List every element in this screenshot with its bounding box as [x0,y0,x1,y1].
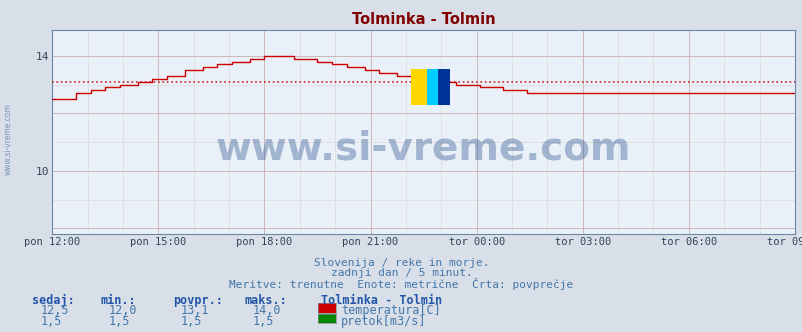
Text: Meritve: trenutne  Enote: metrične  Črta: povprečje: Meritve: trenutne Enote: metrične Črta: … [229,278,573,290]
Text: Slovenija / reke in morje.: Slovenija / reke in morje. [314,258,488,268]
Text: 1,5: 1,5 [108,315,130,328]
Text: 13,1: 13,1 [180,304,209,317]
Text: Tolminka - Tolmin: Tolminka - Tolmin [321,294,442,307]
FancyBboxPatch shape [427,69,438,106]
Text: www.si-vreme.com: www.si-vreme.com [3,104,13,175]
Text: 1,5: 1,5 [180,315,202,328]
Text: povpr.:: povpr.: [172,294,222,307]
Text: 1,5: 1,5 [253,315,274,328]
FancyBboxPatch shape [411,69,427,106]
Text: 12,5: 12,5 [40,304,68,317]
Text: 12,0: 12,0 [108,304,136,317]
Text: 14,0: 14,0 [253,304,281,317]
Text: temperatura[C]: temperatura[C] [341,304,440,317]
Text: www.si-vreme.com: www.si-vreme.com [216,129,630,167]
FancyBboxPatch shape [438,69,449,106]
Text: pretok[m3/s]: pretok[m3/s] [341,315,426,328]
Text: maks.:: maks.: [245,294,287,307]
Text: 1,5: 1,5 [40,315,62,328]
Text: sedaj:: sedaj: [32,294,75,307]
Title: Tolminka - Tolmin: Tolminka - Tolmin [351,12,495,27]
Text: min.:: min.: [100,294,136,307]
Text: zadnji dan / 5 minut.: zadnji dan / 5 minut. [330,268,472,278]
